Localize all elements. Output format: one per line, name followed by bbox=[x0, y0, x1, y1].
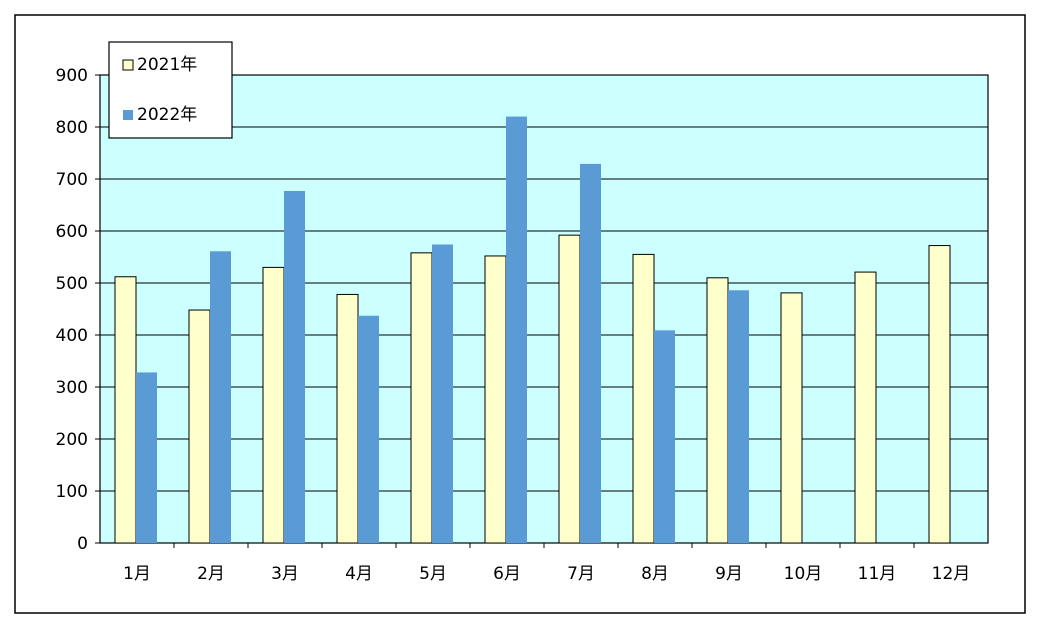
bar-2021年-1月 bbox=[114, 276, 137, 544]
bar-2021年-2月 bbox=[188, 309, 211, 544]
bar-2021年-6月 bbox=[484, 255, 507, 544]
y-axis-ticks: 0 100 200 300 400 500 600 700 800 900 bbox=[56, 66, 100, 554]
bars bbox=[114, 116, 951, 544]
legend-swatch-2022 bbox=[123, 110, 133, 120]
x-tick-label: 7月 bbox=[567, 564, 595, 584]
y-tick-label: 300 bbox=[56, 378, 88, 398]
bar-2021年-9月 bbox=[706, 277, 729, 544]
bar-2021年-4月 bbox=[336, 293, 359, 544]
x-axis-ticks: 1月 2月 3月 4月 5月 6月 7月 8月 9月 10月 11月 12月 bbox=[123, 543, 970, 584]
legend-swatch-2021 bbox=[122, 59, 134, 71]
bar-2021年-11月 bbox=[854, 271, 877, 544]
bar-2022年-8月 bbox=[654, 330, 675, 543]
bar-2022年-7月 bbox=[580, 163, 601, 544]
bar-2022年-1月 bbox=[136, 372, 157, 543]
legend-label-2022: 2022年 bbox=[137, 105, 197, 125]
x-tick-label: 4月 bbox=[345, 564, 373, 584]
y-tick-label: 500 bbox=[56, 274, 88, 294]
bar-2022年-3月 bbox=[284, 190, 305, 543]
x-tick-label: 5月 bbox=[419, 564, 447, 584]
bar-2021年-3月 bbox=[262, 266, 285, 544]
bar-2022年-5月 bbox=[432, 244, 453, 543]
y-tick-label: 900 bbox=[56, 66, 88, 86]
y-tick-label: 700 bbox=[56, 170, 88, 190]
y-tick-label: 200 bbox=[56, 430, 88, 450]
bar-2022年-2月 bbox=[210, 251, 231, 543]
y-tick-label: 0 bbox=[77, 534, 88, 554]
x-tick-label: 12月 bbox=[932, 564, 971, 584]
gridlines bbox=[100, 126, 988, 492]
bar-2021年-10月 bbox=[780, 292, 803, 544]
y-tick-label: 100 bbox=[56, 482, 88, 502]
bar-2022年-6月 bbox=[506, 116, 527, 543]
x-tick-label: 9月 bbox=[715, 564, 743, 584]
bar-2021年-8月 bbox=[632, 253, 655, 544]
x-tick-label: 6月 bbox=[493, 564, 521, 584]
legend-box bbox=[108, 41, 233, 139]
x-tick-label: 2月 bbox=[197, 564, 225, 584]
y-tick-label: 800 bbox=[56, 118, 88, 138]
legend-label-2021: 2021年 bbox=[137, 55, 197, 75]
legend: 2021年 2022年 bbox=[108, 41, 233, 139]
bar-2022年-9月 bbox=[728, 290, 749, 543]
x-tick-label: 8月 bbox=[641, 564, 669, 584]
x-tick-label: 1月 bbox=[123, 564, 151, 584]
plot-area bbox=[99, 74, 989, 544]
bar-2022年-4月 bbox=[358, 315, 379, 543]
bar-2021年-5月 bbox=[410, 252, 433, 544]
y-tick-label: 600 bbox=[56, 222, 88, 242]
bar-2021年-7月 bbox=[558, 234, 581, 544]
bar-2021年-12月 bbox=[928, 245, 951, 544]
x-tick-label: 10月 bbox=[784, 564, 823, 584]
x-tick-label: 3月 bbox=[271, 564, 299, 584]
y-tick-label: 400 bbox=[56, 326, 88, 346]
x-tick-label: 11月 bbox=[858, 564, 897, 584]
